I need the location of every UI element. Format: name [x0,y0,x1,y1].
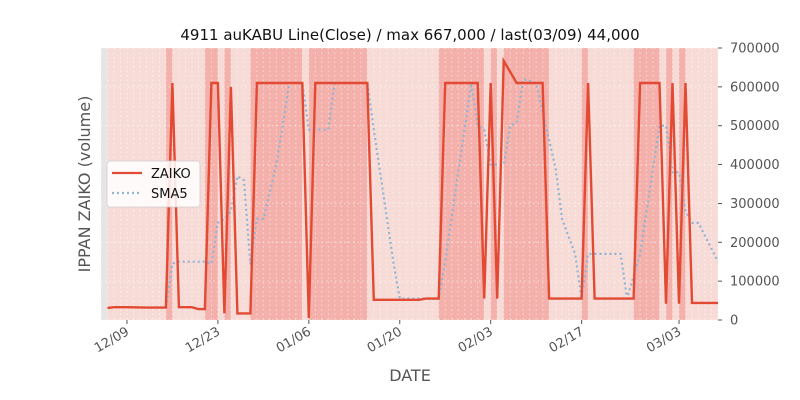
shaded-band-light [367,48,439,320]
shaded-band-strong [438,48,485,320]
legend-sma5-label: SMA5 [151,187,188,202]
x-tick-label: 02/17 [547,324,587,356]
shaded-band-gap [101,48,108,320]
x-tick-label: 02/03 [456,324,496,356]
y-tick-label: 0 [730,314,738,329]
y-tick-label: 600000 [730,80,780,95]
x-axis-label: DATE [389,366,431,385]
x-tick-label: 12/23 [183,324,223,356]
shaded-band-light [588,48,634,320]
x-tick-label: 01/06 [274,324,314,356]
legend-zaiko-label: ZAIKO [151,167,191,182]
x-tick-label: 03/03 [644,324,684,356]
series-zaiko-line [107,56,718,319]
y-tick-label: 200000 [730,236,780,251]
legend: ZAIKO SMA5 [106,160,201,208]
series-lines [107,56,718,319]
chart-title: 4911 auKABU Line(Close) / max 667,000 / … [180,26,639,44]
plot-area [100,47,719,321]
x-tick-label: 01/20 [365,324,405,356]
y-axis-label: IPPAN ZAIKO (volume) [75,96,94,273]
y-tick-label: 700000 [730,42,780,57]
y-axis-ticks: 0 100000 200000 300000 400000 500000 600000 700… [718,42,780,329]
shaded-band-strong [308,48,368,320]
y-tick-label: 100000 [730,275,780,290]
y-tick-label: 500000 [730,119,780,134]
y-tick-label: 300000 [730,197,780,212]
x-tick-label: 12/09 [92,324,132,356]
y-tick-label: 400000 [730,158,780,173]
x-axis-ticks: 12/09 12/23 01/06 01/20 02/03 02/17 03/03 [92,320,684,356]
shaded-band-light [549,48,582,320]
shaded-band-strong [503,48,550,320]
